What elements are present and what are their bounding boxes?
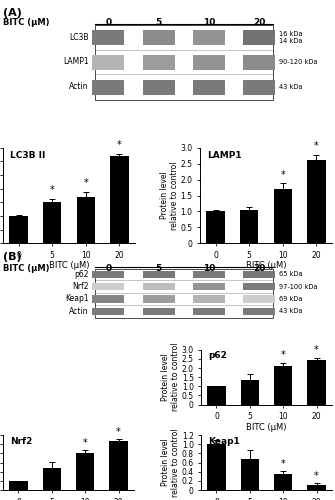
Bar <box>77 197 95 244</box>
Bar <box>109 440 128 490</box>
Text: LC3B: LC3B <box>69 32 89 42</box>
Y-axis label: Protein level
relative to control: Protein level relative to control <box>161 343 180 411</box>
Bar <box>143 55 175 70</box>
Text: *: * <box>116 427 121 437</box>
Text: 20: 20 <box>253 264 266 273</box>
Text: 43 kDa: 43 kDa <box>279 84 303 90</box>
Bar <box>308 484 326 490</box>
Bar <box>241 459 259 490</box>
Text: 0: 0 <box>105 264 112 273</box>
Bar <box>110 156 129 244</box>
Text: *: * <box>314 470 319 480</box>
Bar <box>92 55 124 70</box>
Bar <box>193 80 225 95</box>
Text: 5: 5 <box>156 18 162 28</box>
X-axis label: BITC (μM): BITC (μM) <box>246 262 286 270</box>
Text: *: * <box>314 346 319 356</box>
Bar <box>143 30 175 45</box>
Bar <box>95 268 273 318</box>
Text: 16 kDa
14 kDa: 16 kDa 14 kDa <box>279 30 303 44</box>
Bar <box>143 80 175 95</box>
Text: LC3B II: LC3B II <box>10 150 45 160</box>
Bar <box>76 452 94 490</box>
Bar <box>240 210 258 244</box>
Bar <box>244 30 275 45</box>
Text: LAMP1: LAMP1 <box>63 58 89 66</box>
Bar <box>92 283 124 290</box>
Bar <box>92 296 124 303</box>
Text: Keap1: Keap1 <box>208 437 240 446</box>
Text: 10: 10 <box>203 264 215 273</box>
Bar <box>241 380 259 404</box>
Bar <box>274 474 292 490</box>
Text: *: * <box>280 170 285 179</box>
Bar <box>193 283 225 290</box>
Bar <box>307 160 326 244</box>
Text: p62: p62 <box>208 352 227 360</box>
Bar <box>143 283 175 290</box>
Text: *: * <box>117 140 122 150</box>
Bar <box>207 444 226 490</box>
Bar <box>43 202 61 243</box>
Text: LAMP1: LAMP1 <box>207 150 242 160</box>
Bar <box>244 283 275 290</box>
Text: Actin: Actin <box>69 82 89 92</box>
Text: Nrf2: Nrf2 <box>10 437 32 446</box>
Bar <box>92 308 124 315</box>
Bar <box>43 468 61 490</box>
Bar <box>95 26 273 101</box>
Bar <box>274 366 292 405</box>
Text: (B): (B) <box>3 252 22 262</box>
Text: Actin: Actin <box>69 306 89 316</box>
Y-axis label: Protein level
relative to control: Protein level relative to control <box>161 428 180 497</box>
Bar <box>143 296 175 303</box>
Text: 43 kDa: 43 kDa <box>279 308 303 314</box>
Text: 90-120 kDa: 90-120 kDa <box>279 59 318 65</box>
Text: 10: 10 <box>203 18 215 28</box>
Text: *: * <box>281 459 285 469</box>
Y-axis label: Protein level
relative to control: Protein level relative to control <box>160 162 179 230</box>
Text: (A): (A) <box>3 8 22 18</box>
Bar <box>308 360 326 405</box>
Bar <box>244 308 275 315</box>
Bar <box>193 308 225 315</box>
Bar <box>274 189 292 244</box>
Bar <box>193 55 225 70</box>
Bar <box>92 270 124 278</box>
Bar <box>244 296 275 303</box>
Bar <box>92 80 124 95</box>
Bar <box>193 296 225 303</box>
Text: *: * <box>83 438 87 448</box>
Bar <box>193 30 225 45</box>
Bar <box>92 30 124 45</box>
Text: *: * <box>281 350 285 360</box>
Text: 97-100 kDa: 97-100 kDa <box>279 284 318 290</box>
Text: 20: 20 <box>253 18 266 28</box>
Text: 0: 0 <box>105 18 112 28</box>
Text: *: * <box>50 185 55 195</box>
Text: *: * <box>314 141 319 151</box>
X-axis label: BITC (μM): BITC (μM) <box>246 422 287 432</box>
Bar <box>193 270 225 278</box>
Bar <box>143 270 175 278</box>
Bar <box>9 481 27 490</box>
Bar <box>143 308 175 315</box>
Text: Nrf2: Nrf2 <box>72 282 89 291</box>
Bar <box>244 270 275 278</box>
Text: p62: p62 <box>74 270 89 278</box>
Bar <box>207 386 226 404</box>
Text: BITC (μM): BITC (μM) <box>3 264 50 273</box>
Text: 69 kDa: 69 kDa <box>279 296 303 302</box>
Text: 5: 5 <box>156 264 162 273</box>
Text: BITC (μM): BITC (μM) <box>3 18 50 28</box>
Bar <box>244 80 275 95</box>
Bar <box>244 55 275 70</box>
Text: *: * <box>83 178 88 188</box>
Bar <box>206 212 225 244</box>
X-axis label: BITC (μM): BITC (μM) <box>49 262 89 270</box>
Bar <box>9 216 28 244</box>
Text: Keap1: Keap1 <box>65 294 89 304</box>
Text: 65 kDa: 65 kDa <box>279 271 303 277</box>
